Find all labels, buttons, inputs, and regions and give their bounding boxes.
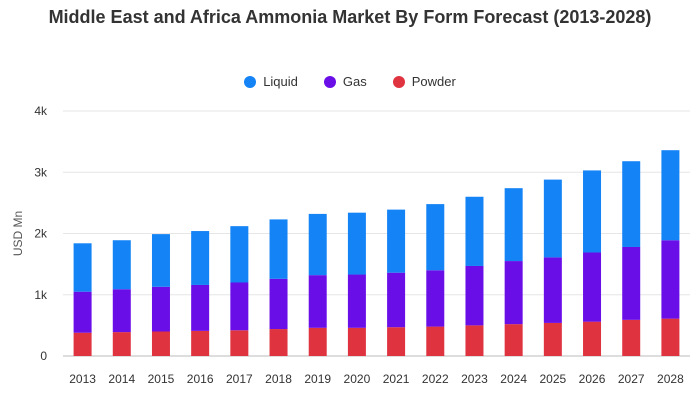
- x-tick-label-2020: 2020: [344, 372, 371, 386]
- bar-liquid-2021: [387, 209, 406, 273]
- x-tick-label-2014: 2014: [108, 372, 135, 386]
- y-tick-label-0: 0: [40, 349, 47, 363]
- bar-powder-2015: [151, 331, 170, 356]
- bar-powder-2016: [191, 330, 210, 356]
- y-tick-label-2: 2k: [34, 227, 48, 241]
- x-tick-label-2023: 2023: [461, 372, 488, 386]
- bar-powder-2027: [622, 319, 641, 356]
- legend-label-powder: Powder: [411, 74, 456, 89]
- bar-powder-2025: [543, 322, 562, 356]
- bar-gas-2021: [387, 272, 406, 328]
- bar-liquid-2024: [504, 188, 523, 262]
- bar-powder-2021: [387, 327, 406, 356]
- x-tick-label-2028: 2028: [657, 372, 684, 386]
- chart-title: Middle East and Africa Ammonia Market By…: [48, 7, 652, 27]
- x-tick-label-2027: 2027: [618, 372, 645, 386]
- legend-label-gas: Gas: [342, 74, 367, 89]
- x-tick-label-2013: 2013: [69, 372, 96, 386]
- x-tick-label-2017: 2017: [226, 372, 253, 386]
- bar-gas-2017: [230, 282, 249, 331]
- x-tick-label-2022: 2022: [422, 372, 449, 386]
- legend-swatch-liquid: [244, 75, 257, 88]
- x-tick-label-2021: 2021: [383, 372, 410, 386]
- bar-gas-2020: [347, 274, 366, 328]
- x-tick-label-2016: 2016: [187, 372, 214, 386]
- bar-gas-2028: [661, 240, 680, 319]
- bar-gas-2026: [583, 252, 602, 322]
- bar-powder-2019: [308, 327, 327, 356]
- bar-powder-2017: [230, 330, 249, 356]
- legend-item-liquid[interactable]: Liquid: [244, 74, 298, 89]
- x-tick-label-2026: 2026: [579, 372, 606, 386]
- bar-powder-2026: [583, 321, 602, 356]
- y-tick-label-1: 1k: [34, 288, 48, 302]
- bar-liquid-2020: [347, 212, 366, 275]
- bar-liquid-2016: [191, 231, 210, 285]
- bar-gas-2019: [308, 275, 327, 328]
- bar-powder-2022: [426, 326, 445, 356]
- bar-powder-2024: [504, 324, 523, 356]
- x-tick-label-2018: 2018: [265, 372, 292, 386]
- chart-legend: Liquid Gas Powder: [0, 74, 700, 89]
- y-axis-label: USD Mn: [11, 211, 25, 256]
- bar-gas-2013: [73, 291, 92, 333]
- x-tick-label-2019: 2019: [304, 372, 331, 386]
- x-tick-label-2025: 2025: [539, 372, 566, 386]
- legend-swatch-gas: [323, 75, 336, 88]
- legend-item-gas[interactable]: Gas: [323, 74, 367, 89]
- bar-gas-2025: [543, 257, 562, 323]
- bar-gas-2027: [622, 246, 641, 320]
- y-tick-label-4: 4k: [34, 104, 48, 118]
- bar-gas-2018: [269, 278, 288, 330]
- bar-liquid-2026: [583, 170, 602, 253]
- bar-powder-2023: [465, 325, 484, 356]
- bar-liquid-2013: [73, 243, 92, 292]
- bar-powder-2028: [661, 318, 680, 356]
- bar-powder-2020: [347, 327, 366, 356]
- bar-gas-2024: [504, 261, 523, 325]
- y-tick-label-3: 3k: [34, 165, 48, 179]
- x-tick-label-2015: 2015: [148, 372, 175, 386]
- legend-swatch-powder: [392, 75, 405, 88]
- bar-gas-2023: [465, 265, 484, 326]
- bar-powder-2013: [73, 332, 92, 356]
- legend-label-liquid: Liquid: [263, 74, 298, 89]
- bar-gas-2015: [151, 286, 170, 332]
- bar-liquid-2022: [426, 204, 445, 271]
- bar-gas-2022: [426, 270, 445, 327]
- bar-liquid-2017: [230, 226, 249, 283]
- bar-liquid-2027: [622, 161, 641, 247]
- bar-liquid-2028: [661, 150, 680, 241]
- bar-powder-2018: [269, 329, 288, 356]
- bar-liquid-2015: [151, 234, 170, 287]
- bar-liquid-2025: [543, 179, 562, 258]
- x-tick-label-2024: 2024: [500, 372, 527, 386]
- bar-powder-2014: [112, 332, 131, 356]
- bar-liquid-2019: [308, 213, 327, 276]
- legend-item-powder[interactable]: Powder: [392, 74, 456, 89]
- bar-gas-2016: [191, 284, 210, 331]
- bar-liquid-2018: [269, 219, 288, 279]
- bar-liquid-2014: [112, 240, 131, 290]
- bar-liquid-2023: [465, 196, 484, 266]
- bar-gas-2014: [112, 289, 131, 333]
